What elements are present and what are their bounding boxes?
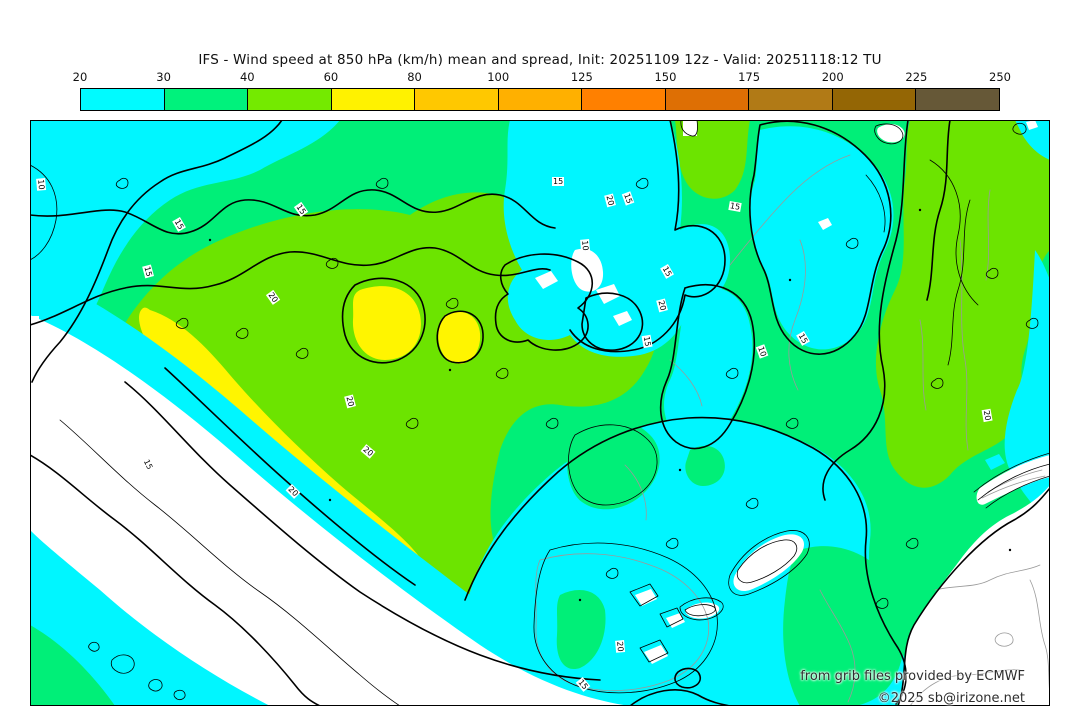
colorbar [80,88,1000,111]
colorbar-ticks: 20 30 40 60 80 100 125 150 175 200 225 250 [0,70,1080,84]
colorbar-segment-150-175 [665,89,750,110]
colorbar-tick: 225 [905,70,928,84]
contour-label: 10 [580,239,591,252]
colorbar-tick: 80 [407,70,422,84]
attribution-line2: ©2025 sb@irizone.net [877,691,1025,706]
colorbar-tick: 150 [654,70,677,84]
colorbar-tick: 175 [738,70,761,84]
colorbar-tick: 125 [570,70,593,84]
map-fill-corner-cyan [30,540,220,706]
map-contours-minor [30,120,1050,706]
contour-label: 15 [728,201,742,212]
colorbar-segment-175-200 [749,89,833,110]
colorbar-tick: 30 [156,70,171,84]
wind-speed-map: 10 15 15 15 20 20 15 20 15 10 15 20 15 15 15 10 15 20 20 20… [30,120,1050,706]
colorbar-segment-100-125 [498,89,583,110]
contour-label: 15 [552,177,565,186]
colorbar-segment-60-80 [331,89,416,110]
colorbar-segment-125-150 [582,89,666,110]
colorbar-tick: 200 [821,70,844,84]
contour-label: 20 [981,408,993,423]
colorbar-segment-200-225 [832,89,917,110]
colorbar-tick: 20 [72,70,88,84]
map-contours-major [30,120,1050,706]
colorbar-segment-225-250 [916,89,1000,110]
map-fill-green-patches [556,419,905,706]
map-fill-below-20 [30,315,630,706]
colorbar-tick: 100 [487,70,510,84]
page-title: IFS - Wind speed at 850 hPa (km/h) mean … [198,52,882,68]
attribution-line1: from grib files provided by ECMWF [800,669,1025,684]
colorbar-tick: 40 [239,70,255,84]
colorbar-tick: 250 [989,70,1011,84]
map-fill-corner-green [30,625,115,706]
map-canvas [30,120,1050,706]
contour-label: 20 [615,640,626,653]
contour-label: 10 [36,178,47,191]
colorbar-segment-80-100 [415,89,499,110]
colorbar-segment-20-30 [81,89,165,110]
colorbar-segment-30-40 [164,89,249,110]
contour-label: 15 [641,334,653,349]
colorbar-tick: 60 [323,70,339,84]
map-border [30,120,1050,706]
colorbar-segment-40-60 [248,89,332,110]
